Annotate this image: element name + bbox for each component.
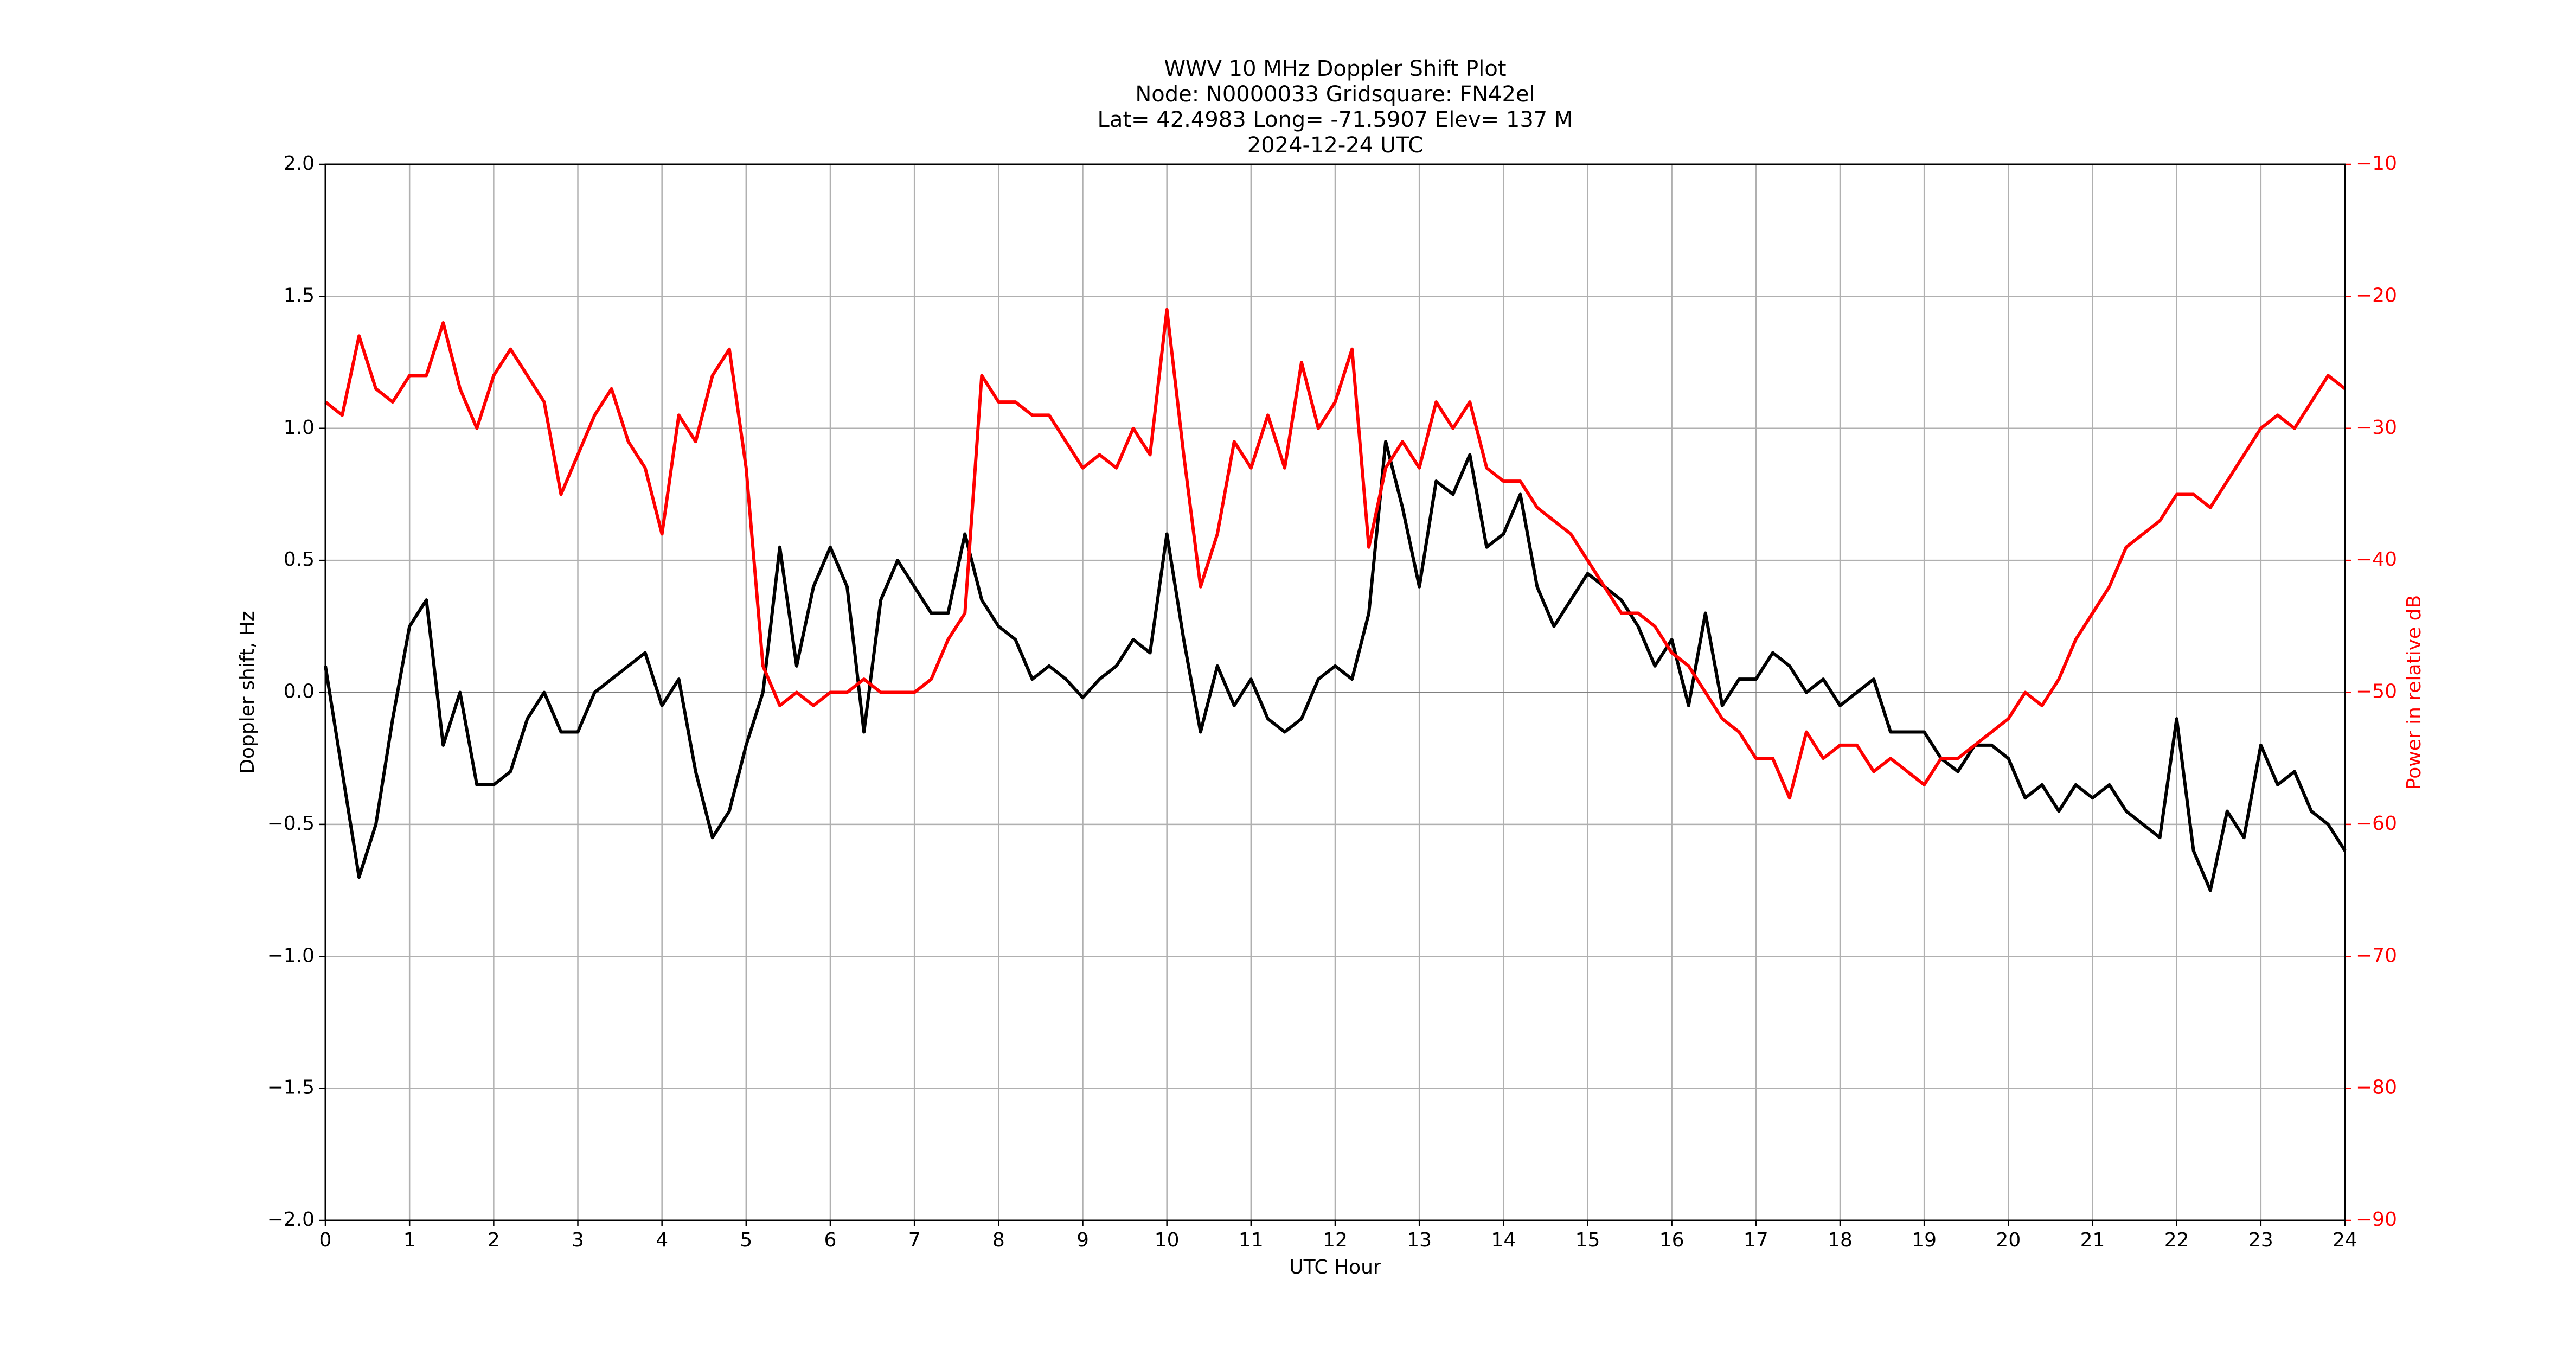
x-tick-label: 6 bbox=[824, 1229, 837, 1251]
y-tick-label: 0.5 bbox=[284, 548, 315, 571]
x-tick-label: 15 bbox=[1575, 1229, 1600, 1251]
x-tick-label: 14 bbox=[1491, 1229, 1516, 1251]
x-tick-label: 2 bbox=[488, 1229, 500, 1251]
y2-tick-label: −70 bbox=[2356, 944, 2397, 967]
x-tick-label: 21 bbox=[2080, 1229, 2105, 1251]
x-tick-label: 8 bbox=[992, 1229, 1005, 1251]
chart-title: WWV 10 MHz Doppler Shift Plot bbox=[1164, 56, 1506, 81]
x-tick-label: 10 bbox=[1155, 1229, 1180, 1251]
x-tick-label: 22 bbox=[2164, 1229, 2189, 1251]
y2-tick-label: −20 bbox=[2356, 284, 2397, 306]
x-tick-label: 0 bbox=[319, 1229, 332, 1251]
y-tick-label: 2.0 bbox=[284, 152, 315, 175]
y2-tick-label: −50 bbox=[2356, 681, 2397, 703]
y2-axis-label: Power in relative dB bbox=[2403, 595, 2425, 790]
series-line bbox=[324, 440, 2347, 892]
x-tick-label: 20 bbox=[1996, 1229, 2021, 1251]
y2-tick-label: −30 bbox=[2356, 417, 2397, 439]
chart-title: 2024-12-24 UTC bbox=[1247, 133, 1423, 158]
y-axis-label: Doppler shift, Hz bbox=[236, 611, 259, 773]
y-tick-label: 0.0 bbox=[284, 681, 315, 703]
series-line bbox=[324, 308, 2346, 800]
x-tick-label: 13 bbox=[1407, 1229, 1432, 1251]
x-tick-label: 5 bbox=[740, 1229, 752, 1251]
y2-tick-label: −40 bbox=[2356, 548, 2397, 571]
x-tick-label: 11 bbox=[1239, 1229, 1264, 1251]
y-tick-label: −1.0 bbox=[267, 944, 315, 967]
x-tick-label: 4 bbox=[656, 1229, 668, 1251]
x-tick-label: 7 bbox=[908, 1229, 921, 1251]
x-tick-label: 1 bbox=[403, 1229, 416, 1251]
x-tick-label: 3 bbox=[572, 1229, 584, 1251]
chart-title: Lat= 42.4983 Long= -71.5907 Elev= 137 M bbox=[1098, 107, 1573, 132]
x-tick-label: 17 bbox=[1744, 1229, 1768, 1251]
x-tick-label: 19 bbox=[1912, 1229, 1937, 1251]
x-tick-label: 24 bbox=[2333, 1229, 2357, 1251]
y-tick-label: −1.5 bbox=[267, 1077, 315, 1099]
y-tick-label: 1.0 bbox=[284, 417, 315, 439]
y-tick-label: −2.0 bbox=[267, 1208, 315, 1231]
x-tick-label: 9 bbox=[1076, 1229, 1089, 1251]
x-tick-label: 23 bbox=[2248, 1229, 2273, 1251]
y2-tick-label: −60 bbox=[2356, 813, 2397, 835]
x-tick-label: 18 bbox=[1828, 1229, 1853, 1251]
plot-frame bbox=[324, 163, 2346, 1221]
x-axis-label: UTC Hour bbox=[1289, 1256, 1381, 1278]
y2-tick-label: −90 bbox=[2356, 1208, 2397, 1231]
y2-tick-label: −80 bbox=[2356, 1077, 2397, 1099]
y-tick-label: 1.5 bbox=[284, 284, 315, 306]
y-tick-label: −0.5 bbox=[267, 813, 315, 835]
chart-title: Node: N0000033 Gridsquare: FN42el bbox=[1135, 82, 1535, 107]
y2-tick-label: −10 bbox=[2356, 152, 2397, 175]
x-tick-label: 12 bbox=[1323, 1229, 1348, 1251]
x-tick-label: 16 bbox=[1659, 1229, 1684, 1251]
